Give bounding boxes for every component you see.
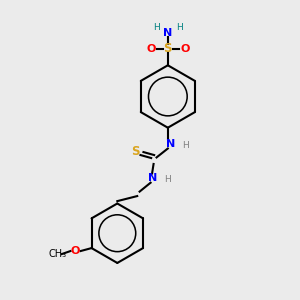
Text: H: H	[176, 23, 182, 32]
Text: H: H	[182, 141, 188, 150]
Text: H: H	[153, 23, 160, 32]
Text: O: O	[180, 44, 190, 54]
Text: H: H	[164, 175, 171, 184]
Text: S: S	[131, 145, 140, 158]
Text: CH₃: CH₃	[48, 249, 66, 259]
Text: O: O	[70, 246, 80, 256]
Text: S: S	[164, 42, 172, 56]
Text: N: N	[163, 28, 172, 38]
Text: N: N	[148, 173, 158, 183]
Text: O: O	[146, 44, 156, 54]
Text: N: N	[166, 139, 175, 149]
